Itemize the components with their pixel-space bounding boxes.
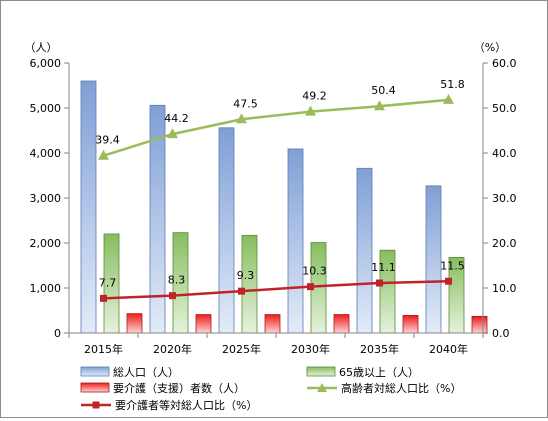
legend-item-total-population: 総人口（人） [80, 365, 179, 379]
bar-elderly [241, 234, 258, 334]
bar-total-population [287, 148, 304, 334]
marker-care-ratio [238, 287, 245, 295]
data-label-elderly-ratio: 39.4 [95, 134, 120, 147]
x-tick-label: 2020年 [153, 342, 192, 356]
data-label-elderly-ratio: 44.2 [164, 112, 189, 125]
bar-care [333, 314, 350, 334]
bar-total-population [218, 127, 235, 334]
x-axis-labels: 2015年 2020年 2025年 2030年 2035年 2040年 [68, 333, 484, 356]
legend-label-total-population: 総人口（人） [113, 365, 179, 379]
left-tick-label: 2,000 [30, 237, 62, 250]
right-axis-unit: （%） [474, 41, 506, 54]
right-tick-label: 40.0 [492, 147, 517, 160]
left-tick-label: 1,000 [30, 282, 62, 295]
x-tick-label: 2040年 [429, 342, 468, 356]
line-series: 39.4 44.2 47.5 49.2 50.4 51.8 7.7 8.3 9.3 10.3 11.… [95, 78, 465, 302]
x-tick-label: 2030年 [291, 342, 330, 356]
marker-care-ratio [100, 294, 107, 302]
data-label-care-ratio: 10.3 [302, 265, 327, 278]
legend-label-elderly-ratio: 高齢者対総人口比（%） [341, 381, 461, 395]
line-care-ratio [103, 280, 449, 300]
left-tick-label: 6,000 [30, 57, 62, 70]
legend-label-care: 要介護（支援）者数（人） [113, 381, 245, 395]
marker-care-ratio [445, 277, 452, 285]
bar-total-population [356, 167, 373, 334]
right-tick-label: 20.0 [492, 237, 517, 250]
legend-item-care-ratio: 要介護者等対総人口比（%） [81, 398, 257, 412]
legend-item-elderly: 65歳以上（人） [306, 366, 419, 379]
left-tick-label: 0 [54, 327, 61, 340]
data-label-care-ratio: 11.5 [440, 259, 465, 272]
left-tick-label: 3,000 [30, 192, 62, 205]
right-tick-label: 10.0 [492, 282, 517, 295]
data-label-care-ratio: 7.7 [99, 276, 117, 289]
data-label-elderly-ratio: 47.5 [233, 97, 258, 110]
bar-care [264, 314, 281, 334]
right-tick-label: 0.0 [492, 327, 510, 340]
marker-elderly-ratio [98, 149, 109, 160]
marker-care-ratio [376, 279, 383, 287]
marker-elderly-ratio [236, 113, 247, 124]
left-axis-ticks: 0 1,000 2,000 3,000 4,000 5,000 6,000 [30, 57, 69, 340]
legend-item-elderly-ratio: 高齢者対総人口比（%） [307, 381, 461, 395]
left-tick-label: 4,000 [30, 147, 62, 160]
bar-total-population [80, 80, 97, 334]
line-elderly-ratio [103, 98, 449, 157]
data-label-elderly-ratio: 49.2 [302, 90, 327, 103]
marker-elderly-ratio [443, 93, 454, 104]
x-tick-label: 2035年 [360, 342, 399, 356]
right-tick-label: 50.0 [492, 102, 517, 115]
legend-item-care: 要介護（支援）者数（人） [80, 381, 245, 395]
left-tick-label: 5,000 [30, 102, 62, 115]
right-tick-label: 60.0 [492, 57, 517, 70]
data-label-elderly-ratio: 51.8 [440, 78, 465, 91]
bar-care [195, 314, 212, 334]
bar-care [471, 315, 488, 334]
x-tick-label: 2025年 [222, 342, 261, 356]
bar-care [402, 315, 419, 334]
legend-label-care-ratio: 要介護者等対総人口比（%） [115, 398, 257, 412]
legend-swatch-care [80, 382, 110, 393]
data-label-elderly-ratio: 50.4 [371, 84, 396, 97]
data-label-care-ratio: 8.3 [168, 274, 186, 287]
legend-marker-elderly-ratio [317, 383, 327, 392]
marker-care-ratio [169, 292, 176, 300]
bar-care [126, 313, 143, 334]
legend-swatch-total-population [80, 366, 110, 377]
marker-care-ratio [307, 283, 314, 291]
marker-elderly-ratio [167, 128, 178, 139]
marker-elderly-ratio [374, 100, 385, 111]
legend: 総人口（人） 65歳以上（人） 要介護（支援）者数（人） 高齢者対総人口比（%）… [80, 365, 461, 412]
right-tick-label: 30.0 [492, 192, 517, 205]
marker-elderly-ratio [305, 105, 316, 116]
data-label-care-ratio: 9.3 [237, 269, 255, 282]
x-tick-label: 2015年 [84, 342, 123, 356]
left-axis-unit: （人） [25, 41, 58, 54]
legend-marker-care-ratio [92, 401, 100, 409]
bar-total-population [425, 185, 442, 334]
right-axis-ticks: 0.0 10.0 20.0 30.0 40.0 50.0 60.0 [483, 57, 517, 340]
data-label-care-ratio: 11.1 [371, 261, 396, 274]
legend-swatch-elderly [306, 366, 336, 377]
legend-label-elderly: 65歳以上（人） [339, 366, 419, 379]
bar-series [80, 80, 488, 334]
